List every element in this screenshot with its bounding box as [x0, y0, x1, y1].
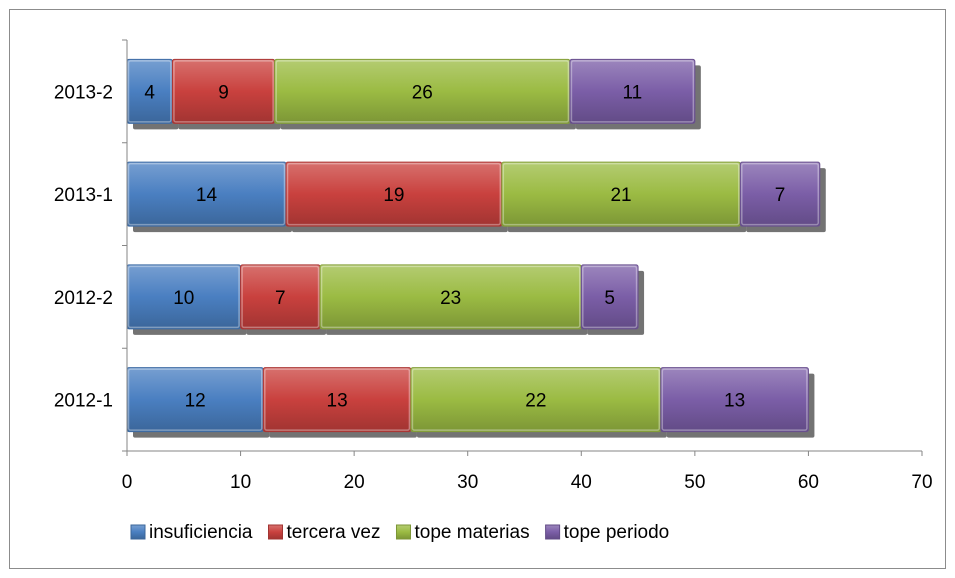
- bar-bevel: [411, 368, 661, 431]
- x-tick-label: 40: [571, 472, 592, 493]
- data-label: 11: [623, 82, 643, 103]
- x-tick-label: 70: [911, 472, 932, 493]
- bar-group-2012-1: 12 13 22 13: [126, 367, 815, 438]
- x-tick-label: 30: [457, 472, 478, 493]
- x-tick-label: 60: [798, 472, 819, 493]
- data-label: 12: [185, 391, 206, 412]
- bar-bevel: [127, 368, 263, 431]
- legend-label: tope periodo: [564, 522, 670, 543]
- legend-label: tope materias: [414, 522, 529, 543]
- data-label: 19: [383, 185, 404, 206]
- y-tick-label: 2012-2: [54, 288, 113, 309]
- bar-bevel: [502, 162, 740, 226]
- bar-group-2013-2: 4 9 26 11: [126, 58, 701, 130]
- y-tick-label: 2013-2: [54, 82, 113, 103]
- x-tick-label: 0: [122, 472, 133, 493]
- data-label: 14: [196, 185, 218, 206]
- legend-swatch: [395, 524, 411, 540]
- x-tick-label: 10: [230, 472, 251, 493]
- y-tick-label: 2012-1: [54, 391, 113, 412]
- bar-bevel: [741, 162, 820, 226]
- bar-bevel: [241, 265, 320, 329]
- data-label: 9: [218, 82, 229, 103]
- legend-label: tercera vez: [287, 522, 381, 543]
- bar-segment: [660, 367, 809, 433]
- legend-swatch: [130, 524, 146, 540]
- bar-segment: [739, 161, 821, 227]
- data-label: 23: [440, 288, 461, 309]
- bar-group-2012-2: 10 7 23 5: [126, 264, 645, 335]
- data-label: 7: [275, 288, 286, 309]
- data-label: 13: [724, 391, 745, 412]
- x-tick-label: 50: [684, 472, 705, 493]
- bar-group-2013-1: 14 19 21 7: [126, 161, 826, 233]
- bar-bevel: [264, 368, 411, 431]
- stacked-bar-chart: 12 13 22 13 2012-1 10 7 23 5 2012-2 14 19 21 7 2013-1 4…: [54, 39, 933, 543]
- data-label: 5: [604, 288, 615, 309]
- legend-swatch: [545, 524, 561, 540]
- bar-bevel: [127, 60, 172, 123]
- legend-swatch: [268, 524, 283, 540]
- data-label: 21: [610, 185, 631, 206]
- chart-frame: 12 13 22 13 2012-1 10 7 23 5 2012-2 14 19 21 7 2013-1 4…: [9, 9, 946, 569]
- bar-segment: [569, 58, 696, 124]
- bar-bevel: [661, 368, 808, 431]
- bar-bevel: [173, 60, 274, 123]
- data-label: 10: [173, 288, 194, 309]
- bar-bevel: [320, 265, 581, 329]
- bar-bevel: [570, 60, 695, 123]
- data-label: 7: [775, 185, 786, 206]
- bar-bevel: [275, 60, 570, 123]
- bar-bevel: [286, 162, 502, 226]
- legend-label: insuficiencia: [149, 522, 253, 543]
- bar-bevel: [582, 265, 638, 329]
- bar-bevel: [127, 265, 240, 329]
- data-label: 22: [525, 391, 546, 412]
- x-tick-label: 20: [344, 472, 365, 493]
- legend: insuficiencia tercera vez tope materias top…: [130, 522, 670, 543]
- y-tick-label: 2013-1: [54, 185, 113, 206]
- data-label: 4: [144, 82, 155, 103]
- data-label: 26: [412, 82, 433, 103]
- data-label: 13: [327, 391, 348, 412]
- bar-bevel: [127, 162, 286, 226]
- bar-segment: [580, 264, 639, 330]
